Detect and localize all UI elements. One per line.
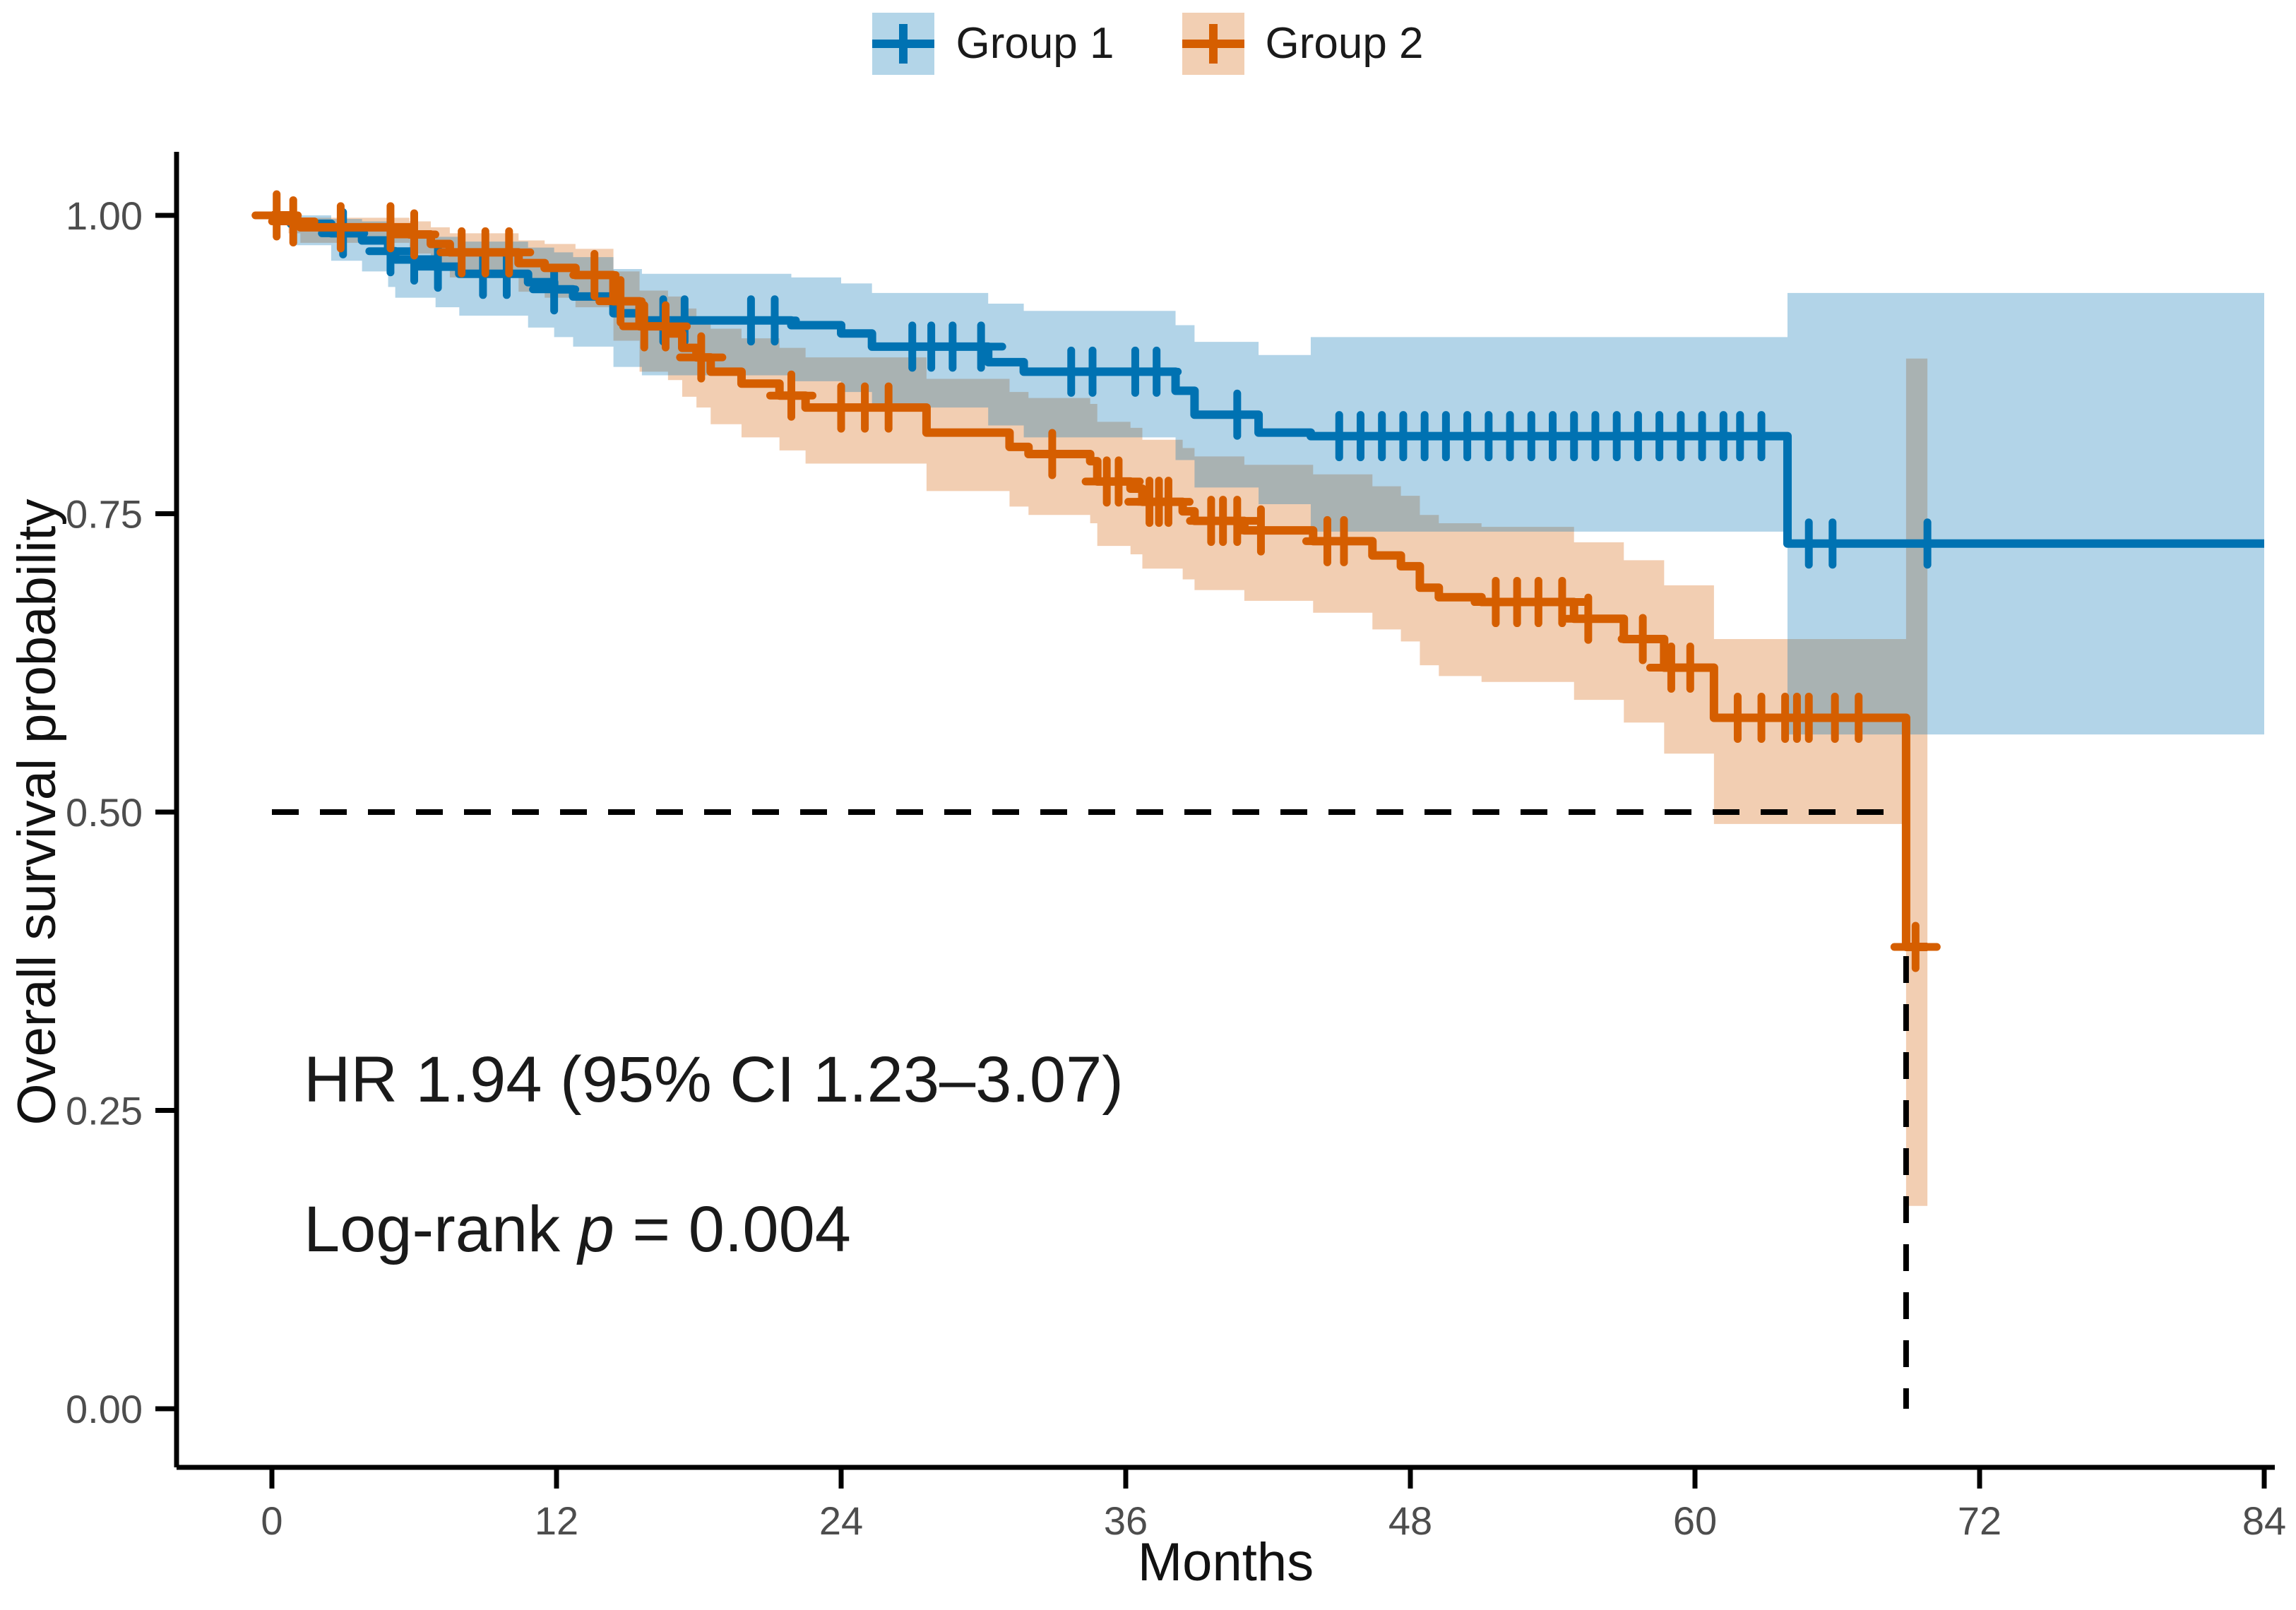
group2-censor-plus-icon xyxy=(1182,13,1244,75)
annotation-hr: HR 1.94 (95% CI 1.23–3.07) xyxy=(304,1044,1124,1116)
y-axis-tick-label: 0.75 xyxy=(66,492,143,537)
y-axis-tick-label: 0.25 xyxy=(66,1089,143,1133)
y-axis-title: Overall survival probability xyxy=(7,499,67,1126)
x-axis: 0 12 24 36 48 60 72 84 xyxy=(177,1465,2286,1543)
legend-label-group2: Group 2 xyxy=(1265,19,1424,68)
x-axis-tick-label: 84 xyxy=(2242,1498,2286,1543)
legend-item-group2: Group 2 xyxy=(1182,13,1424,75)
x-axis-tick-label: 24 xyxy=(819,1498,863,1543)
ci-band-group1 xyxy=(272,215,2264,735)
y-axis-tick-label: 0.50 xyxy=(66,790,143,835)
survival-curve-group2 xyxy=(272,211,1928,951)
x-axis-tick-label: 36 xyxy=(1104,1498,1148,1543)
x-axis-tick-label: 48 xyxy=(1388,1498,1432,1543)
group2-cross-swatch xyxy=(1208,24,1218,64)
y-axis-tick-label: 0.00 xyxy=(66,1387,143,1431)
group1-cross-swatch xyxy=(899,24,908,64)
censor-marks-group2 xyxy=(251,190,1941,972)
x-axis-title: Months xyxy=(1138,1532,1314,1592)
x-axis-tick-label: 12 xyxy=(535,1498,578,1543)
x-axis-tick-label: 0 xyxy=(261,1498,282,1543)
y-axis-tick-label: 1.00 xyxy=(66,193,143,238)
legend-item-group1: Group 1 xyxy=(872,13,1114,75)
x-axis-tick-label: 72 xyxy=(1958,1498,2001,1543)
y-axis: 1.00 0.75 0.50 0.25 0.00 xyxy=(66,152,179,1467)
legend-label-group1: Group 1 xyxy=(956,19,1114,68)
group1-censor-plus-icon xyxy=(872,13,935,75)
annotation-logrank: Log-rank p = 0.004 xyxy=(304,1193,851,1265)
legend: Group 1 Group 2 xyxy=(0,13,2296,75)
x-axis-tick-label: 60 xyxy=(1673,1498,1717,1543)
